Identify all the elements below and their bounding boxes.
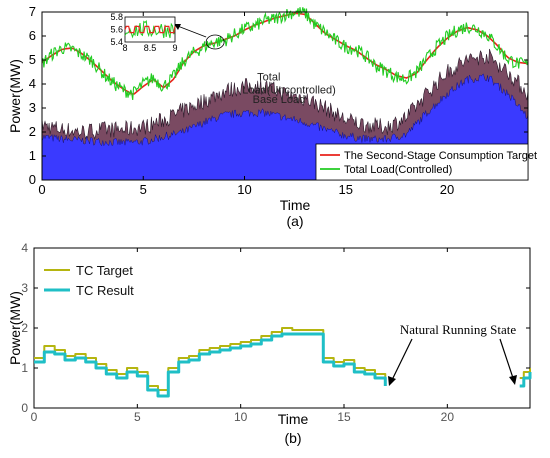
uncontrolled-label-line2: Load(Uncontrolled) bbox=[242, 85, 336, 97]
inset-x-tick-label: 8 bbox=[122, 43, 127, 53]
y-tick-label: 4 bbox=[21, 241, 28, 255]
annotation-arrow-right bbox=[499, 338, 514, 379]
y-tick-label: 6 bbox=[29, 28, 36, 43]
inset-x-tick-label: 9 bbox=[172, 43, 177, 53]
inset-target-line bbox=[124, 25, 176, 34]
annotation-arrow-left bbox=[391, 338, 413, 381]
chart-panel-b: 0 5 10 15 20 0 1 2 3 4 Time Power(MW) (b) TC Target TC… bbox=[7, 241, 532, 446]
x-tick-label: 0 bbox=[31, 410, 38, 424]
x-tick-label: 20 bbox=[441, 410, 455, 424]
zoom-circle bbox=[205, 34, 225, 50]
controlled-load-line bbox=[41, 7, 529, 100]
x-tick-label: 20 bbox=[440, 182, 454, 197]
y-tick-label: 5 bbox=[29, 52, 36, 67]
x-axis-label: Time bbox=[278, 411, 309, 427]
y-tick-label: 0 bbox=[29, 172, 36, 187]
y-tick-label: 4 bbox=[29, 76, 36, 91]
panel-caption-b: (b) bbox=[284, 430, 301, 446]
annotation-arrowhead-left bbox=[388, 376, 396, 386]
panel-caption-a: (a) bbox=[286, 213, 303, 229]
legend-label: Total Load(Controlled) bbox=[344, 164, 452, 176]
plot-frame-a bbox=[41, 11, 529, 181]
inset-x-tick-label: 8.5 bbox=[144, 43, 157, 53]
chart-panel-a: 0 5 10 15 20 0 1 2 3 4 5 6 7 Time Power(MW) (a) Base Loa… bbox=[7, 4, 537, 229]
y-tick-label: 0 bbox=[21, 401, 28, 415]
y-tick-label: 1 bbox=[21, 361, 28, 375]
x-tick-label: 0 bbox=[38, 182, 45, 197]
y-tick-label: 3 bbox=[29, 100, 36, 115]
zoom-arrowhead bbox=[174, 24, 181, 30]
y-tick-label: 3 bbox=[21, 281, 28, 295]
zoom-arrow bbox=[174, 24, 207, 38]
y-tick-label: 2 bbox=[29, 124, 36, 139]
tc-target-line bbox=[34, 327, 387, 391]
x-tick-label: 5 bbox=[134, 410, 141, 424]
x-tick-label: 15 bbox=[337, 410, 351, 424]
inset-y-tick-label: 5.6 bbox=[110, 25, 123, 35]
y-tick-label: 7 bbox=[29, 4, 36, 19]
annotation-arrowhead-right bbox=[509, 375, 517, 385]
legend-label: TC Target bbox=[76, 263, 133, 278]
x-tick-label: 5 bbox=[140, 182, 147, 197]
base-load-label: Base Load bbox=[253, 94, 306, 106]
y-tick-label: 2 bbox=[21, 321, 28, 335]
inset-y-tick-label: 5.4 bbox=[110, 37, 123, 47]
x-tick-label: 10 bbox=[234, 410, 248, 424]
legend-label: TC Result bbox=[76, 283, 134, 298]
x-tick-label: 10 bbox=[237, 182, 251, 197]
natural-running-state-label: Natural Running State bbox=[400, 322, 516, 337]
y-axis-label: Power(MW) bbox=[7, 59, 23, 133]
inset-y-tick-label: 5.8 bbox=[110, 12, 123, 22]
x-axis-label: Time bbox=[280, 197, 311, 213]
legend-a bbox=[315, 143, 529, 181]
uncontrolled-label-line1: Total bbox=[257, 71, 280, 83]
x-tick-label: 15 bbox=[339, 182, 353, 197]
legend-label: The Second-Stage Consumption Target bbox=[344, 150, 537, 162]
y-tick-label: 1 bbox=[29, 148, 36, 163]
tc-result-line bbox=[34, 332, 387, 398]
tc-result-line bbox=[519, 372, 532, 388]
y-axis-label: Power(MW) bbox=[7, 291, 23, 365]
